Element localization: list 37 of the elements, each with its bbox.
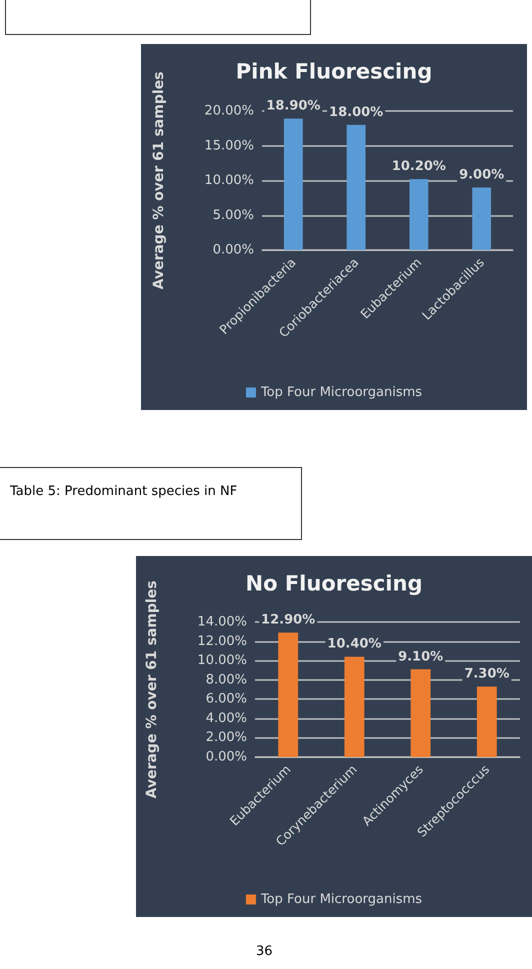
y-tick-label: 0.00%: [212, 242, 254, 258]
y-tick-label: 8.00%: [206, 672, 247, 688]
y-tick-label: 4.00%: [206, 710, 247, 726]
bar: [410, 669, 431, 757]
y-tick-label: 12.00%: [197, 634, 247, 649]
chart-title: Pink Fluorescing: [236, 60, 432, 84]
y-tick-label: 6.00%: [206, 692, 247, 707]
y-axis-title: Average % over 61 samples: [144, 580, 160, 798]
y-tick-label: 5.00%: [212, 208, 254, 223]
data-label: 18.90%: [266, 98, 320, 114]
chart-title: No Fluorescing: [246, 572, 422, 596]
data-label: 12.90%: [261, 612, 316, 628]
bar: [476, 686, 497, 757]
data-label: 10.20%: [392, 159, 446, 174]
data-label: 9.00%: [459, 167, 504, 182]
y-axis-title: Average % over 61 samples: [151, 72, 167, 290]
bar: [278, 632, 298, 757]
bar: [472, 187, 492, 250]
y-tick-label: 2.00%: [206, 730, 247, 746]
text: 36: [256, 944, 273, 959]
y-tick-label: 15.00%: [204, 138, 254, 154]
y-tick-label: 20.00%: [204, 104, 254, 118]
bar: [284, 118, 303, 250]
caption: Table 5: Predominant species in NF: [10, 484, 238, 499]
y-tick-label: 14.00%: [197, 614, 247, 630]
data-label: 18.00%: [329, 104, 384, 120]
legend-label: Top Four Microorganisms: [260, 385, 422, 400]
y-tick-label: 10.00%: [197, 653, 247, 668]
bar: [344, 656, 364, 757]
bar: [409, 179, 428, 250]
y-tick-label: 10.00%: [204, 173, 254, 188]
data-label: 7.30%: [464, 666, 510, 682]
data-label: 9.10%: [398, 649, 444, 664]
data-label: 10.40%: [327, 636, 382, 652]
y-tick-label: 0.00%: [206, 750, 247, 764]
bar: [346, 124, 366, 250]
legend-label: Top Four Microorganisms: [260, 892, 422, 907]
